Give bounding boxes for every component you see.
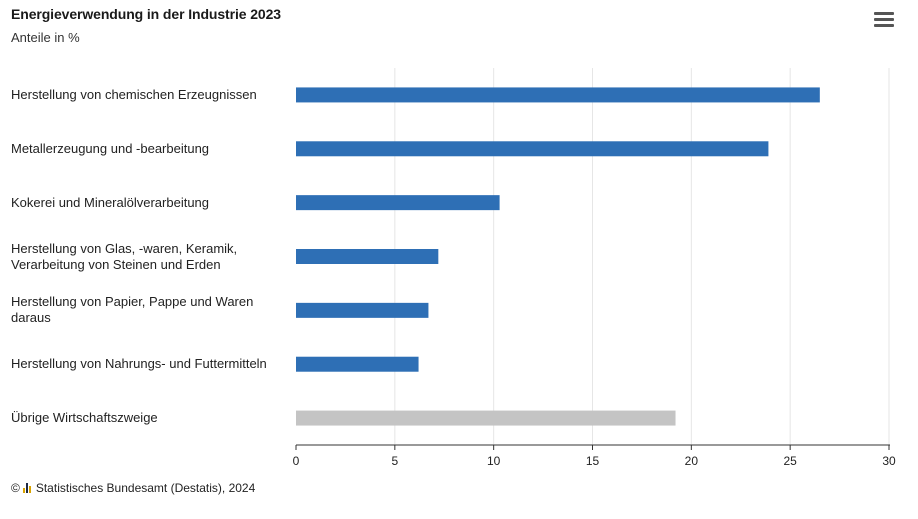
- copyright-symbol: ©: [11, 481, 20, 495]
- bar[interactable]: [296, 410, 676, 426]
- x-tick-label: 25: [783, 454, 797, 468]
- category-label: Herstellung von Glas, -waren, Keramik, V…: [11, 240, 238, 272]
- category-label: Herstellung von Nahrungs- und Futtermitt…: [11, 356, 267, 372]
- destatis-logo-icon: [22, 483, 33, 493]
- bar[interactable]: [296, 87, 820, 103]
- category-label: Kokerei und Mineralölverarbeitung: [11, 194, 210, 210]
- bar[interactable]: [296, 356, 419, 372]
- credits: © Statistisches Bundesamt (Destatis), 20…: [11, 481, 255, 495]
- bar[interactable]: [296, 141, 769, 157]
- credits-text[interactable]: Statistisches Bundesamt (Destatis), 2024: [35, 481, 256, 495]
- category-label: Herstellung von Papier, Pappe und Waren …: [11, 294, 254, 326]
- x-tick-label: 30: [882, 454, 896, 468]
- hamburger-menu-icon[interactable]: [874, 12, 894, 30]
- bar[interactable]: [296, 195, 500, 211]
- bar[interactable]: [296, 302, 429, 318]
- chart-title: Energieverwendung in der Industrie 2023: [11, 6, 281, 22]
- category-label: Metallerzeugung und -bearbeitung: [11, 140, 210, 156]
- x-tick-label: 0: [293, 454, 300, 468]
- x-tick-label: 15: [586, 454, 600, 468]
- category-label: Übrige Wirtschaftszweige: [11, 410, 158, 426]
- chart-subtitle: Anteile in %: [11, 30, 80, 45]
- category-labels: Herstellung von chemischen Erzeugnissen M…: [0, 0, 290, 519]
- x-tick-label: 20: [685, 454, 699, 468]
- category-label: Herstellung von chemischen Erzeugnissen: [11, 86, 257, 102]
- x-tick-label: 10: [487, 454, 501, 468]
- x-tick-label: 5: [391, 454, 398, 468]
- bar[interactable]: [296, 249, 439, 264]
